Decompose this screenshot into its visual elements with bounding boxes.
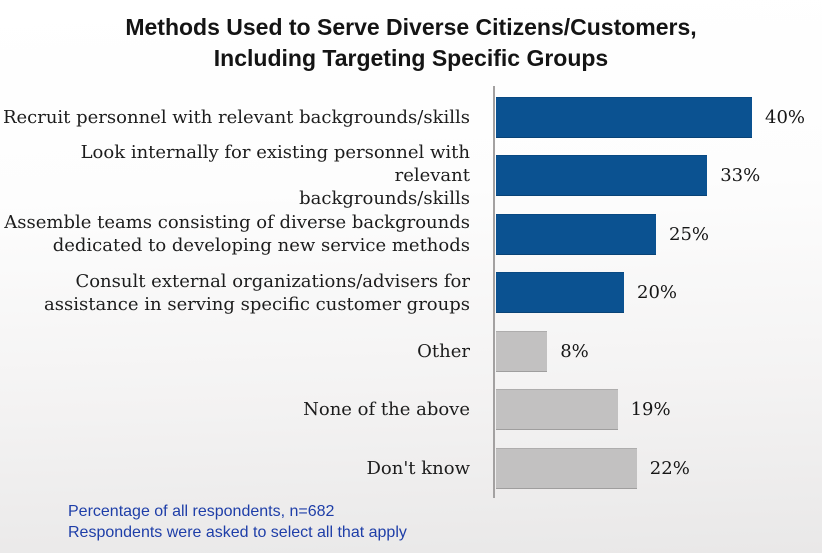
bar-rows: Recruit personnel with relevant backgrou… xyxy=(0,88,822,498)
value-label: 22% xyxy=(649,457,690,479)
bar xyxy=(496,447,637,489)
bar-cell: 33% xyxy=(481,155,822,197)
bar-cell: 40% xyxy=(481,96,822,138)
value-label: 20% xyxy=(637,282,678,304)
category-label: Look internally for existing personnel w… xyxy=(80,142,470,210)
footnotes: Percentage of all respondents, n=682 Res… xyxy=(68,501,407,543)
bar xyxy=(496,272,624,314)
value-label: 33% xyxy=(720,165,761,187)
bar xyxy=(496,330,548,372)
footnote-method: Respondents were asked to select all tha… xyxy=(68,524,407,541)
chart-row: Consult external organizations/advisers … xyxy=(0,264,822,323)
bar-cell: 20% xyxy=(481,272,822,314)
bar xyxy=(496,96,752,138)
axis-baseline xyxy=(493,86,495,498)
bar-cell: 19% xyxy=(481,389,822,431)
bar-cell: 8% xyxy=(481,330,822,372)
chart-title-line2: Including Targeting Specific Groups xyxy=(213,45,609,71)
chart-row: Recruit personnel with relevant backgrou… xyxy=(0,88,822,147)
chart-title-line1: Methods Used to Serve Diverse Citizens/C… xyxy=(125,14,697,40)
bar xyxy=(496,213,656,255)
value-label: 40% xyxy=(765,106,806,128)
category-label: Assemble teams consisting of diverse bac… xyxy=(4,212,470,257)
category-label: Consult external organizations/advisers … xyxy=(44,270,470,315)
bar-cell: 22% xyxy=(481,447,822,489)
chart-row: Assemble teams consisting of diverse bac… xyxy=(0,205,822,264)
chart-row: Don't know 22% xyxy=(0,439,822,498)
category-label: None of the above xyxy=(303,399,470,421)
chart-row: Look internally for existing personnel w… xyxy=(0,142,822,209)
chart-row: None of the above 19% xyxy=(0,381,822,440)
value-label: 25% xyxy=(669,223,710,245)
value-label: 8% xyxy=(560,340,589,362)
chart-title: Methods Used to Serve Diverse Citizens/C… xyxy=(0,12,822,74)
chart-row: Other 8% xyxy=(0,322,822,381)
category-label: Don't know xyxy=(366,457,470,479)
category-label: Other xyxy=(417,340,470,362)
category-label: Recruit personnel with relevant backgrou… xyxy=(2,106,470,128)
bar xyxy=(496,389,618,431)
bar xyxy=(496,155,708,197)
footnote-respondents: Percentage of all respondents, n=682 xyxy=(68,503,335,520)
bar-cell: 25% xyxy=(481,213,822,255)
value-label: 19% xyxy=(630,399,671,421)
